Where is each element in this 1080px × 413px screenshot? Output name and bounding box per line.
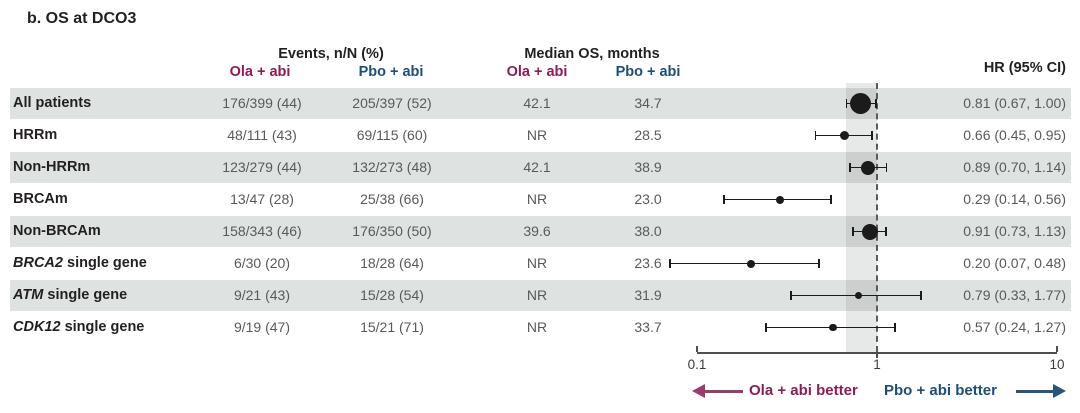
median-pbo-value: 38.0 [634,223,662,239]
hr-ci-value: 0.91 (0.73, 1.13) [963,223,1066,239]
table-row: Non-HRRm 123/279 (44) 132/273 (48) 42.1 … [10,152,1071,183]
median-pbo-value: 23.0 [634,191,662,207]
events-pbo-value: 15/28 (54) [360,287,424,303]
subgroup-label: BRCAm [13,184,68,215]
table-row: Non-BRCAm 158/343 (46) 176/350 (50) 39.6… [10,216,1071,247]
subgroup-label-text: Non-HRRm [13,159,91,175]
median-pbo-value: 31.9 [634,287,662,303]
subgroup-label-text: All patients [13,95,92,111]
hr-ci-value: 0.81 (0.67, 1.00) [963,95,1066,111]
events-pbo-value: 176/350 (50) [352,223,432,239]
median-pbo-value: 38.9 [634,159,662,175]
events-ola-value: 176/399 (44) [222,95,302,111]
gene-name: ATM [13,287,44,303]
events-pbo-value: 132/273 (48) [352,159,432,175]
subgroup-label: BRCA2 single gene [13,248,147,279]
events-ola-subheader: Ola + abi [229,64,291,80]
subgroup-label: Non-HRRm [13,152,90,183]
subgroup-label: CDK12 single gene [13,312,144,343]
events-pbo-value: 18/28 (64) [360,255,424,271]
events-pbo-value: 69/115 (60) [356,127,428,143]
events-ola-value: 123/279 (44) [222,159,302,175]
median-ola-value: NR [526,319,548,335]
table-row: HRRm 48/111 (43) 69/115 (60) NR 28.5 0.6… [10,120,1071,151]
events-column-header: Events, n/N (%) [278,46,384,62]
median-pbo-value: 23.6 [634,255,662,271]
subgroup-label: ATM single gene [13,280,127,311]
median-pbo-value: 28.5 [634,127,662,143]
table-row: BRCAm 13/47 (28) 25/38 (66) NR 23.0 0.29… [10,184,1071,215]
subgroup-label-text: single gene [64,319,145,335]
median-ola-value: 39.6 [523,223,551,239]
events-ola-value: 158/343 (46) [222,223,302,239]
subgroup-label: HRRm [13,120,57,151]
events-pbo-value: 15/21 (71) [360,319,424,335]
hr-ci-value: 0.57 (0.24, 1.27) [963,319,1066,335]
events-pbo-subheader: Pbo + abi [358,64,424,80]
events-ola-value: 9/21 (43) [233,287,291,303]
subgroup-label-text: Non-BRCAm [13,223,101,239]
table-row: CDK12 single gene 9/19 (47) 15/21 (71) NR… [10,312,1071,343]
gene-name: CDK12 [13,319,61,335]
median-ola-value: 42.1 [523,159,551,175]
hr-ci-value: 0.79 (0.33, 1.77) [963,287,1066,303]
median-pbo-value: 33.7 [634,319,662,335]
hr-ci-value: 0.66 (0.45, 0.95) [963,127,1066,143]
median-ola-value: NR [526,127,548,143]
hr-ci-value: 0.89 (0.70, 1.14) [963,159,1066,175]
table-row: ATM single gene 9/21 (43) 15/28 (54) NR 3… [10,280,1071,311]
median-pbo-value: 34.7 [634,95,662,111]
figure-title: b. OS at DCO3 [27,10,137,27]
median-ola-subheader: Ola + abi [506,64,568,80]
subgroup-label-text: single gene [47,287,128,303]
median-ola-value: NR [526,255,548,271]
median-ola-value: 42.1 [523,95,551,111]
gene-name: BRCA2 [13,255,63,271]
table-row: BRCA2 single gene 6/30 (20) 18/28 (64) NR… [10,248,1071,279]
events-ola-value: 13/47 (28) [230,191,294,207]
subgroup-label-text: HRRm [13,127,58,143]
median-column-header: Median OS, months [524,46,660,62]
subgroup-label-text: single gene [67,255,147,271]
table-row: All patients 176/399 (44) 205/397 (52) 4… [10,88,1071,119]
events-ola-value: 9/19 (47) [233,319,291,335]
median-ola-value: NR [526,191,548,207]
events-ola-value: 6/30 (20) [233,255,291,271]
hr-ci-value: 0.20 (0.07, 0.48) [963,255,1066,271]
subgroup-label: Non-BRCAm [13,216,101,247]
median-pbo-subheader: Pbo + abi [615,64,681,80]
hr-ci-value: 0.29 (0.14, 0.56) [963,191,1066,207]
subgroup-label: All patients [13,88,91,119]
events-pbo-value: 205/397 (52) [352,95,432,111]
events-pbo-value: 25/38 (66) [360,191,424,207]
subgroup-label-text: BRCAm [13,191,68,207]
median-ola-value: NR [526,287,548,303]
hr-column-header: HR (95% CI) [983,60,1066,76]
events-ola-value: 48/111 (43) [227,127,297,143]
